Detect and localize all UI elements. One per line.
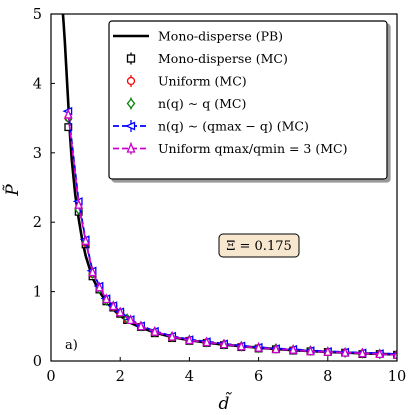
data-point (202, 336, 211, 347)
data-point (126, 142, 136, 153)
data-point (95, 281, 104, 292)
legend-label: Uniform (MC) (158, 74, 247, 89)
data-point (358, 347, 367, 358)
legend-label: Uniform qmax/qmin = 3 (MC) (158, 141, 347, 156)
data-point (375, 348, 384, 359)
legend-entry: n(q) ∼ q (MC) (126, 96, 246, 111)
series-layer (61, 14, 397, 361)
y-tick-label: 5 (33, 7, 42, 23)
x-tick-label: 2 (116, 369, 125, 385)
legend-label: n(q) ∼ q (MC) (158, 96, 246, 111)
data-point (88, 266, 97, 277)
data-point (392, 348, 397, 359)
annotation-text: Ξ = 0.175 (226, 239, 292, 254)
y-tick-label: 0 (33, 354, 42, 370)
data-point (136, 320, 146, 331)
data-point (124, 121, 136, 131)
data-point (126, 314, 135, 325)
data-point (64, 108, 73, 119)
data-point (185, 334, 194, 345)
legend-label: n(q) ∼ (qmax − q) (MC) (158, 119, 309, 134)
data-point (237, 340, 246, 351)
data-point (64, 123, 73, 132)
data-point (288, 343, 298, 354)
x-tick-label: 6 (254, 369, 263, 385)
y-tick-label: 1 (33, 285, 42, 301)
data-point (254, 341, 263, 352)
data-point (126, 76, 136, 86)
legend-items: Mono-disperse (PB) Mono-disperse (MC) Unif… (113, 29, 347, 156)
y-tick-label: 3 (33, 146, 42, 162)
annotation-background (218, 233, 300, 258)
legend-frame (108, 20, 388, 180)
data-point (323, 346, 333, 356)
data-point (102, 293, 111, 304)
legend-label: Mono-disperse (PB) (158, 29, 283, 44)
y-axis-label: P̃ (3, 184, 23, 197)
annotation-box: Ξ = 0.175 (218, 233, 300, 258)
data-point (126, 54, 136, 63)
y-tick-label: 2 (33, 215, 42, 231)
data-point (81, 235, 90, 245)
data-point (306, 345, 315, 356)
data-point (271, 343, 281, 354)
x-axis-label: d̃ (219, 392, 233, 414)
data-point (150, 325, 160, 336)
legend: Mono-disperse (PB) Mono-disperse (MC) Unif… (108, 20, 388, 180)
series-5 (64, 108, 397, 359)
y-tick-label: 4 (33, 76, 42, 92)
data-point (340, 346, 350, 357)
legend-entry: n(q) ∼ (qmax − q) (MC) (113, 119, 309, 134)
data-point (74, 198, 83, 209)
data-point (219, 338, 229, 349)
plot-frame (50, 13, 398, 362)
legend-entry: Mono-disperse (PB) (113, 29, 283, 44)
x-tick-label: 8 (323, 369, 332, 385)
legend-label: Mono-disperse (MC) (158, 51, 288, 66)
data-point (126, 97, 136, 110)
data-point (167, 330, 177, 341)
x-tick-label: 0 (46, 369, 55, 385)
data-point (108, 300, 118, 311)
legend-entry: Uniform qmax/qmin = 3 (MC) (113, 141, 347, 156)
x-tick-label: 4 (185, 369, 194, 385)
x-tick-label: 10 (388, 369, 406, 385)
ticks-layer: 0 2 4 6 8 10 0 1 2 3 4 5 (33, 7, 406, 385)
data-point (115, 306, 125, 317)
legend-entry: Uniform (MC) (126, 74, 247, 89)
panel-label: a) (65, 338, 78, 353)
legend-entry: Mono-disperse (MC) (126, 51, 288, 66)
